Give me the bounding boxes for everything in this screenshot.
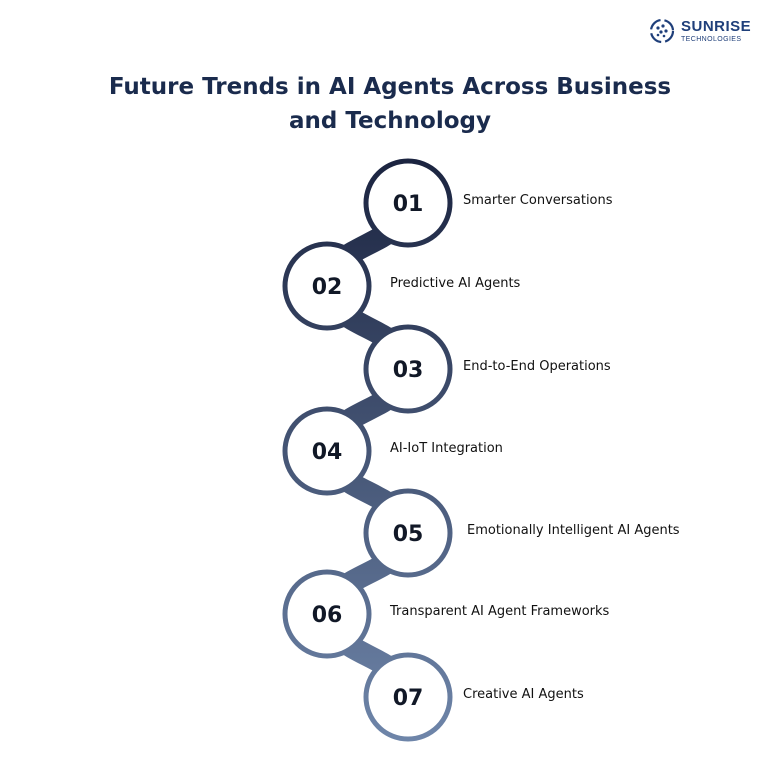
chain-circles: 01 02 03 04 05 06 07	[282, 158, 453, 742]
trend-number: 04	[312, 440, 343, 465]
trend-label: Creative AI Agents	[463, 687, 584, 702]
brand-name: SUNRISE	[681, 18, 752, 35]
trend-label: Smarter Conversations	[463, 193, 613, 208]
trend-circle	[363, 488, 453, 578]
trend-circle	[282, 406, 372, 496]
brand-logo: SUNRISE TECHNOLOGIES	[649, 17, 759, 47]
trend-label: End-to-End Operations	[463, 359, 611, 374]
trend-label: Emotionally Intelligent AI Agents	[467, 523, 680, 538]
trend-label: Predictive AI Agents	[390, 276, 521, 291]
title-line-1: Future Trends in AI Agents Across Busine…	[108, 74, 672, 100]
trend-circle	[363, 158, 453, 248]
dotted-globe-icon	[649, 18, 675, 44]
trend-number: 07	[393, 686, 424, 711]
trend-number: 03	[393, 358, 424, 383]
trend-number: 05	[393, 522, 424, 547]
trend-label: AI-IoT Integration	[390, 441, 503, 456]
trend-circle	[363, 652, 453, 742]
trend-number: 01	[393, 192, 424, 217]
title-line-2: and Technology	[289, 108, 491, 134]
trend-label: Transparent AI Agent Frameworks	[390, 604, 610, 619]
trend-circle	[282, 241, 372, 331]
trend-number: 02	[312, 275, 343, 300]
brand-subtitle: TECHNOLOGIES	[681, 36, 742, 43]
trend-circle	[282, 569, 372, 659]
trend-number: 06	[312, 603, 343, 628]
trend-circle	[363, 324, 453, 414]
page-title: Future Trends in AI Agents Across Busine…	[90, 70, 690, 138]
